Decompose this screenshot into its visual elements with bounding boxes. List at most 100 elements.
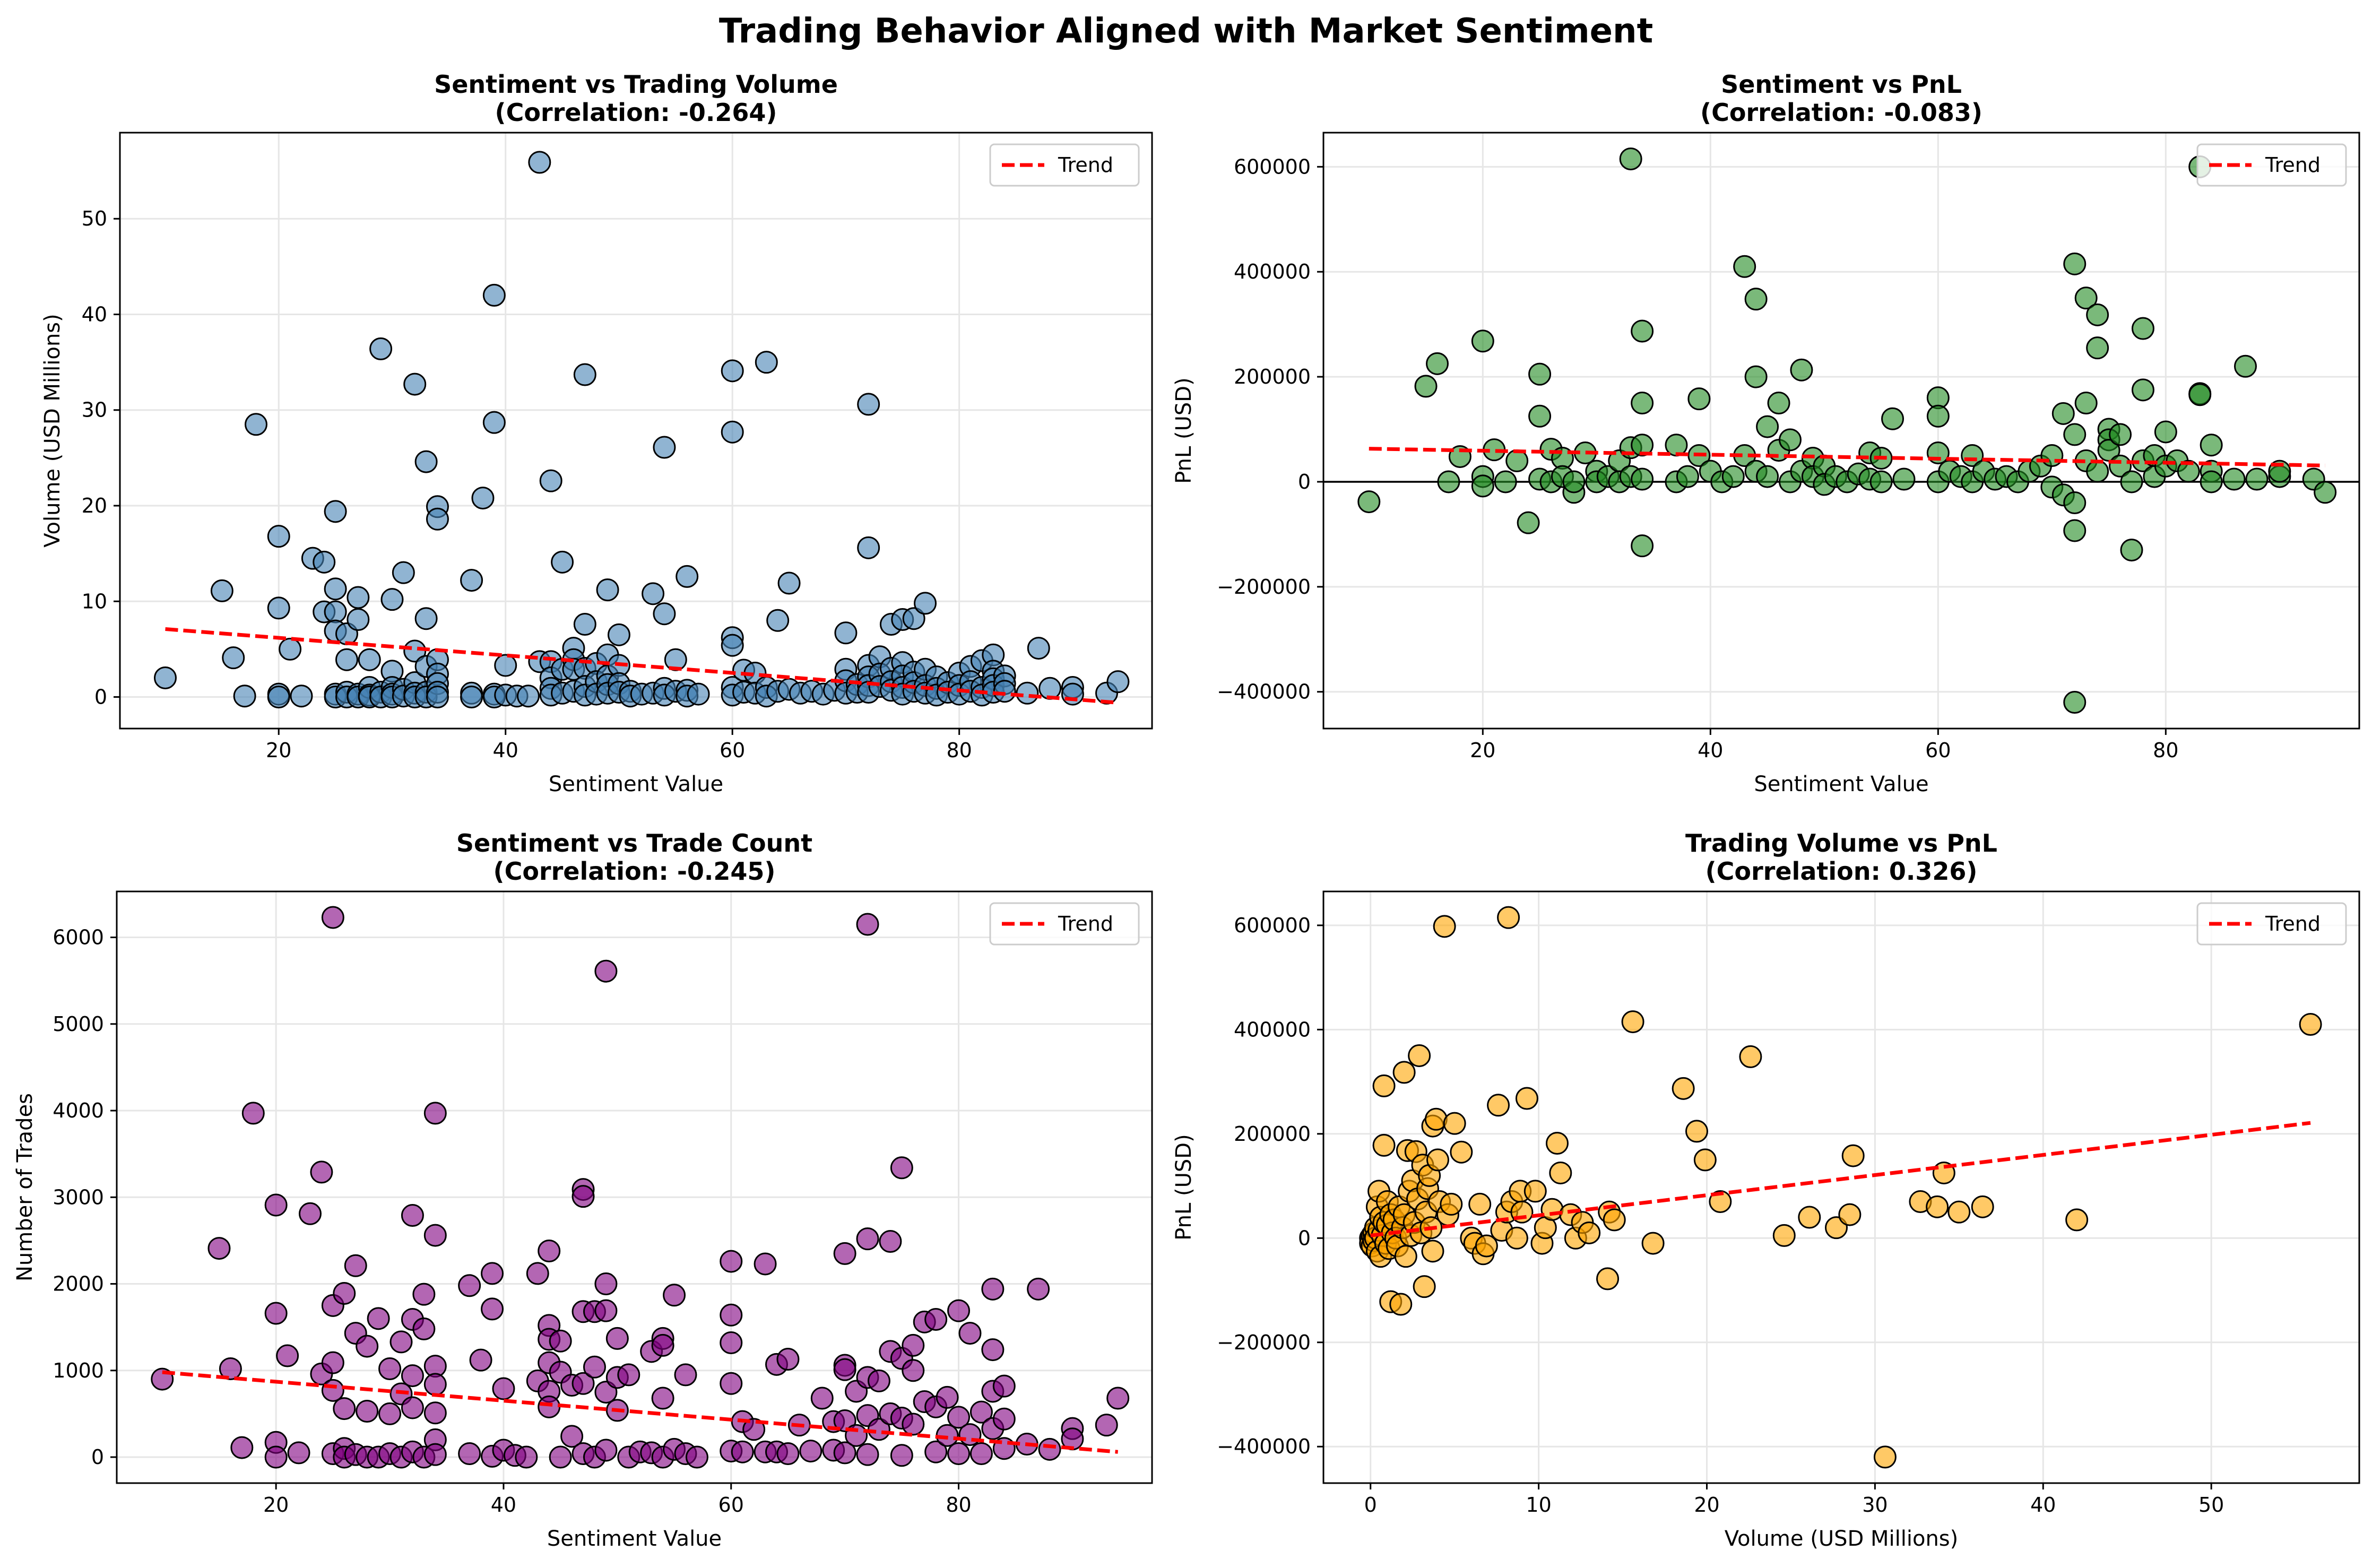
data-point (539, 469, 562, 492)
data-point (1414, 375, 1438, 398)
data-point (1497, 906, 1520, 929)
data-point (403, 639, 427, 663)
data-point (516, 685, 540, 708)
panel-title: Trading Volume vs PnL (1685, 829, 1997, 857)
data-point (596, 578, 619, 602)
legend-label: Trend (1058, 153, 1113, 177)
legend-box (2196, 143, 2347, 187)
data-point (298, 1202, 322, 1225)
x-axis-label: Sentiment Value (547, 1527, 722, 1551)
data-point (1505, 449, 1529, 472)
y-tick-label: 400000 (1234, 1018, 1311, 1041)
legend-label: Trend (2265, 153, 2321, 177)
data-points (151, 906, 1130, 1469)
data-point (947, 1442, 971, 1465)
data-point (1426, 352, 1449, 375)
data-point (414, 450, 438, 473)
data-point (1061, 682, 1084, 706)
data-point (914, 592, 937, 615)
data-point (401, 1364, 424, 1388)
data-point (1621, 1010, 1644, 1034)
y-tick-label: 1000 (53, 1359, 104, 1382)
y-tick-label: 3000 (53, 1185, 104, 1209)
data-point (720, 1372, 743, 1395)
data-point (721, 420, 744, 444)
trend-line (165, 627, 1119, 705)
data-point (642, 582, 665, 605)
data-point (902, 1333, 925, 1357)
x-tick-label: 40 (2030, 1493, 2056, 1517)
x-tick-label: 60 (1925, 739, 1951, 762)
data-point (1426, 1148, 1449, 1172)
y-tick-label: −400000 (1217, 680, 1311, 704)
axes-frame (119, 132, 1153, 730)
data-point (1869, 470, 1893, 493)
data-point (594, 1272, 618, 1296)
data-point (367, 1307, 390, 1330)
data-point (833, 1441, 856, 1465)
data-point (2086, 303, 2109, 326)
data-point (1562, 470, 1586, 493)
data-points (1357, 147, 2337, 714)
data-point (2063, 519, 2087, 542)
y-tick-label: 200000 (1234, 365, 1311, 388)
data-point (1494, 470, 1517, 493)
data-point (264, 1302, 288, 1325)
legend: Trend (989, 902, 1140, 946)
data-point (1744, 365, 1768, 388)
x-tick-label: 40 (1698, 739, 1723, 762)
y-tick-label: 40 (82, 302, 107, 326)
data-point (1545, 1131, 1569, 1155)
data-point (2188, 383, 2212, 406)
data-point (412, 1283, 436, 1306)
data-point (777, 571, 801, 595)
data-point (423, 1443, 447, 1466)
data-point (687, 682, 710, 706)
data-point (1947, 1200, 1971, 1224)
data-point (2074, 392, 2098, 415)
data-point (1523, 1180, 1547, 1203)
data-point (233, 685, 256, 708)
y-tick-label: −200000 (1217, 575, 1311, 599)
data-points (1359, 906, 2322, 1469)
data-point (1892, 467, 1916, 491)
data-point (2120, 539, 2143, 562)
y-axis-label: PnL (USD) (1172, 377, 1196, 483)
data-point (1619, 147, 1642, 170)
legend: Trend (2196, 143, 2347, 187)
data-point (1709, 1190, 1732, 1214)
data-point (1687, 387, 1711, 411)
data-point (572, 1185, 595, 1208)
y-tick-label: 5000 (53, 1012, 104, 1036)
data-point (1756, 465, 1779, 488)
data-point (583, 1355, 606, 1379)
data-point (1631, 392, 1654, 415)
data-point (617, 1363, 640, 1387)
data-point (776, 1442, 800, 1465)
data-point (676, 565, 699, 588)
data-point (1578, 1221, 1601, 1244)
data-point (1038, 1437, 1061, 1461)
data-point (799, 1440, 823, 1463)
data-point (742, 1418, 766, 1441)
data-point (2200, 434, 2223, 457)
data-point (1027, 1277, 1050, 1301)
data-point (321, 1379, 344, 1402)
data-point (482, 283, 506, 307)
legend: Trend (989, 143, 1140, 187)
x-tick-label: 20 (266, 739, 291, 762)
data-point (1421, 1240, 1444, 1263)
data-point (1106, 670, 1130, 694)
data-point (720, 1250, 743, 1273)
data-point (1106, 1387, 1130, 1410)
data-point (210, 579, 233, 602)
data-point (458, 1274, 481, 1297)
y-axis-label: Volume (USD Millions) (40, 314, 65, 548)
panel-subtitle: (Correlation: -0.245) (494, 857, 776, 886)
data-point (663, 1284, 686, 1307)
data-point (276, 1344, 299, 1367)
data-point (1392, 1061, 1416, 1084)
data-point (674, 1363, 697, 1387)
data-point (1437, 470, 1460, 493)
axes-frame (1322, 890, 2360, 1484)
